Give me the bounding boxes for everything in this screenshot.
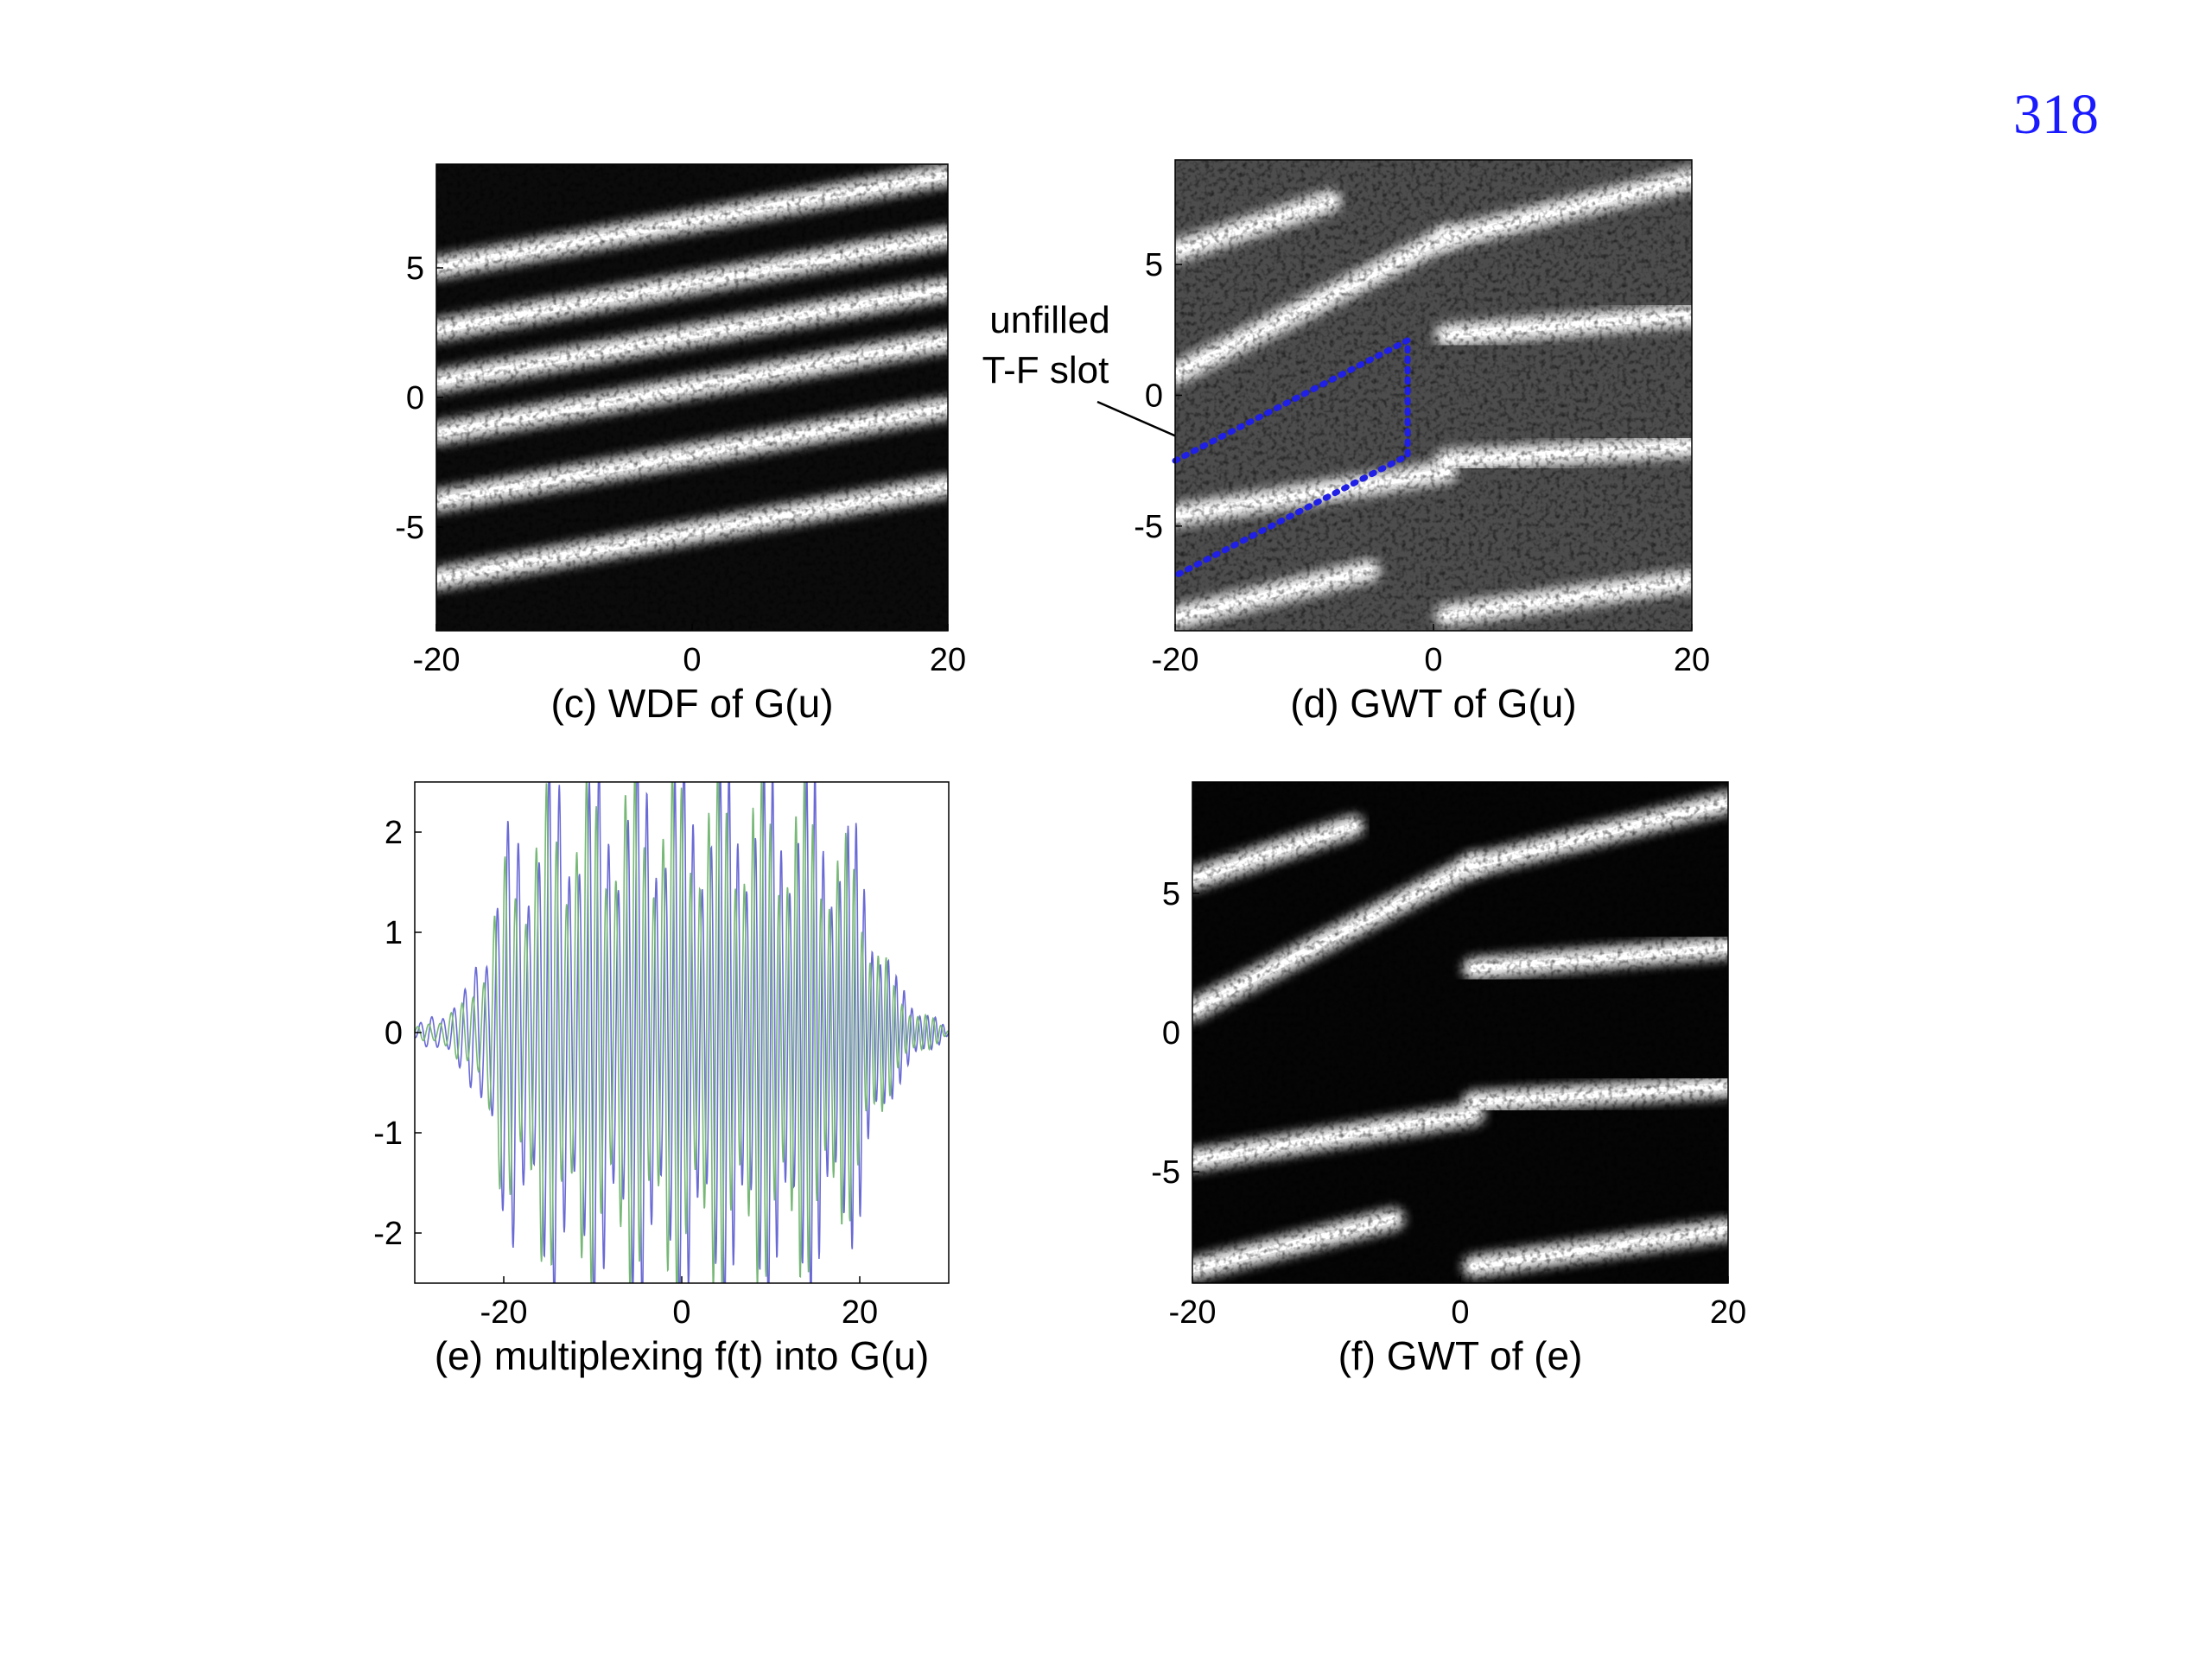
chart-panel-c: -20 0 20 5 0 -5 (c) WDF of G(u)	[395, 163, 966, 726]
annotation-line-1: unfilled	[989, 299, 1109, 341]
y-tick-label: 5	[1145, 247, 1163, 283]
x-tick-label: -20	[480, 1294, 528, 1331]
y-tick-label: 0	[1145, 378, 1163, 415]
x-tick-label: 0	[1451, 1294, 1469, 1331]
y-tick-label: 0	[1162, 1015, 1180, 1052]
panel-caption: (f) GWT of (e)	[1338, 1333, 1583, 1378]
x-tick-label: 20	[1710, 1294, 1746, 1331]
x-tick-label: 0	[1424, 642, 1442, 678]
y-tick-label: -5	[395, 510, 424, 546]
y-tick-label: -2	[373, 1216, 403, 1252]
x-tick-label: -20	[1152, 642, 1199, 678]
y-tick-label: -1	[373, 1116, 403, 1152]
x-tick-label: -20	[413, 642, 461, 678]
chart-panel-f: -20 0 20 5 0 -5 (f) GWT of (e)	[1151, 781, 1746, 1378]
y-tick-label: 5	[406, 251, 424, 287]
heatmap-texture	[1175, 160, 1692, 631]
y-tick-label: 1	[385, 915, 403, 951]
page-number: 318	[2013, 83, 2099, 146]
unfilled-slot-outline	[1172, 335, 1411, 579]
y-tick-label: -5	[1151, 1154, 1180, 1191]
x-tick-label: 20	[1674, 642, 1710, 678]
panel-caption: (e) multiplexing f(t) into G(u)	[435, 1333, 930, 1378]
annotation-line-2: T-F slot	[982, 349, 1109, 391]
x-tick-label: 0	[672, 1294, 690, 1331]
y-tick-label: 0	[406, 380, 424, 416]
heatmap-texture	[1192, 782, 1728, 1283]
signal-series-1	[415, 782, 949, 1283]
signal-series-2	[415, 782, 949, 1283]
chart-panel-d: -20 0 20 5 0 -5 (d) GWT of G(u)	[1134, 159, 1710, 726]
y-tick-label: 0	[385, 1015, 403, 1052]
plot-area-e	[415, 782, 949, 1283]
plot-area-f	[1192, 782, 1728, 1283]
plot-area-c	[436, 164, 948, 631]
y-tick-label: 2	[385, 815, 403, 851]
plot-area-d	[1175, 160, 1692, 631]
x-tick-label: 20	[842, 1294, 878, 1331]
panel-caption: (d) GWT of G(u)	[1290, 681, 1576, 726]
panel-caption: (c) WDF of G(u)	[550, 681, 833, 726]
x-tick-label: 20	[930, 642, 966, 678]
chart-panel-e: -20 0 20 2 1 0 -1 -2 (e) multiplexing f(t) into …	[373, 781, 950, 1378]
heatmap-texture	[436, 164, 948, 631]
x-tick-label: -20	[1169, 1294, 1217, 1331]
x-tick-label: 0	[683, 642, 701, 678]
y-tick-label: -5	[1134, 509, 1163, 545]
y-tick-label: 5	[1162, 876, 1180, 912]
